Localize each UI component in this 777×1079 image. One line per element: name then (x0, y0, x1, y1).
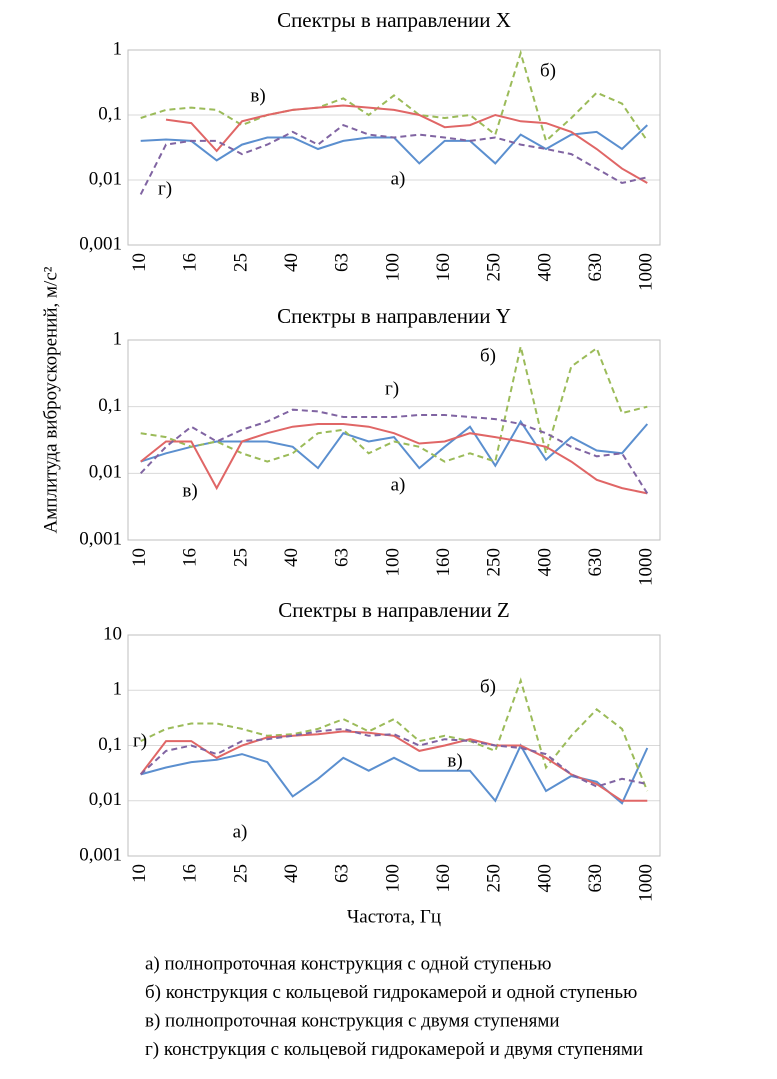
x-tick-label: 100 (382, 548, 403, 577)
annotation: г) (133, 730, 147, 751)
annotation: а) (233, 821, 248, 842)
x-tick-label: 10 (129, 864, 150, 883)
x-tick-label: 16 (180, 864, 201, 883)
series-line (140, 423, 648, 495)
x-tick-label: 16 (180, 253, 201, 272)
y-tick-label: 0,1 (98, 395, 122, 416)
x-tick-label: 160 (433, 253, 454, 282)
y-tick-label: 0,001 (79, 528, 122, 549)
x-tick-label: 25 (230, 253, 251, 272)
x-tick-label: 400 (534, 253, 555, 282)
series-line (140, 677, 649, 792)
annotation: б) (480, 676, 496, 697)
x-tick-label: 40 (281, 864, 302, 883)
annotation: б) (540, 60, 556, 81)
annotation: в) (250, 85, 265, 106)
series-line (139, 730, 648, 802)
chart-title: Спектры в направлении Y (277, 304, 511, 328)
plot-frame (127, 49, 661, 246)
x-tick-label: 10 (129, 253, 150, 272)
annotation: а) (391, 474, 406, 495)
annotation: в) (182, 480, 197, 501)
plot-frame (127, 339, 661, 541)
x-axis-label: Частота, Гц (347, 906, 441, 927)
y-tick-label: 0,1 (98, 103, 122, 124)
y-tick-label: 0,01 (89, 168, 122, 189)
x-tick-label: 400 (534, 864, 555, 893)
annotation: в) (447, 750, 462, 771)
x-tick-label: 25 (230, 548, 251, 567)
x-tick-label: 160 (433, 548, 454, 577)
series-line (140, 743, 649, 805)
chart-title: Спектры в направлении Z (278, 598, 510, 622)
annotation: г) (385, 378, 399, 399)
x-tick-label: 160 (433, 864, 454, 893)
x-tick-label: 250 (484, 253, 505, 282)
series-line (140, 49, 649, 143)
x-tick-label: 1000 (636, 864, 657, 902)
x-tick-label: 630 (585, 864, 606, 893)
annotation: б) (480, 345, 496, 366)
y-tick-label: 1 (113, 679, 123, 700)
x-tick-label: 63 (332, 864, 353, 883)
chart-title: Спектры в направлении X (277, 8, 511, 32)
y-tick-label: 0,01 (89, 789, 122, 810)
x-tick-label: 1000 (636, 548, 657, 586)
x-tick-label: 40 (281, 253, 302, 272)
x-tick-label: 1000 (636, 253, 657, 291)
x-tick-label: 25 (230, 864, 251, 883)
annotation: а) (391, 168, 406, 189)
x-tick-label: 63 (332, 548, 353, 567)
legend-entry: г) конструкция с кольцевой гидрокамерой … (145, 1039, 643, 1060)
x-tick-label: 250 (484, 548, 505, 577)
y-tick-label: 0,1 (98, 734, 122, 755)
y-axis-label: Амплитуда виброускорений, м/с² (40, 266, 61, 533)
plot-frame (127, 634, 661, 857)
x-tick-label: 63 (332, 253, 353, 272)
legend-entry: а) полнопроточная конструкция с одной ст… (145, 953, 551, 974)
series-line (139, 408, 649, 494)
series-line (165, 104, 648, 184)
series-line (140, 419, 649, 470)
series-line (139, 123, 648, 195)
y-tick-label: 1 (113, 38, 123, 59)
legend-entry: в) полнопроточная конструкция с двумя ст… (145, 1010, 560, 1031)
x-tick-label: 630 (585, 548, 606, 577)
x-tick-label: 400 (534, 548, 555, 577)
x-tick-label: 100 (382, 253, 403, 282)
series-line (140, 346, 648, 463)
y-tick-label: 0,001 (79, 844, 122, 865)
y-tick-label: 0,01 (89, 462, 122, 483)
x-tick-label: 100 (382, 864, 403, 893)
x-tick-label: 630 (585, 253, 606, 282)
legend-entry: б) конструкция с кольцевой гидрокамерой … (145, 982, 637, 1003)
x-tick-label: 16 (180, 548, 201, 567)
y-tick-label: 1 (113, 328, 123, 349)
y-tick-label: 10 (103, 623, 122, 644)
x-tick-label: 10 (129, 548, 150, 567)
annotation: г) (158, 178, 172, 199)
x-tick-label: 250 (484, 864, 505, 893)
x-tick-label: 40 (281, 548, 302, 567)
y-tick-label: 0,001 (79, 233, 122, 254)
